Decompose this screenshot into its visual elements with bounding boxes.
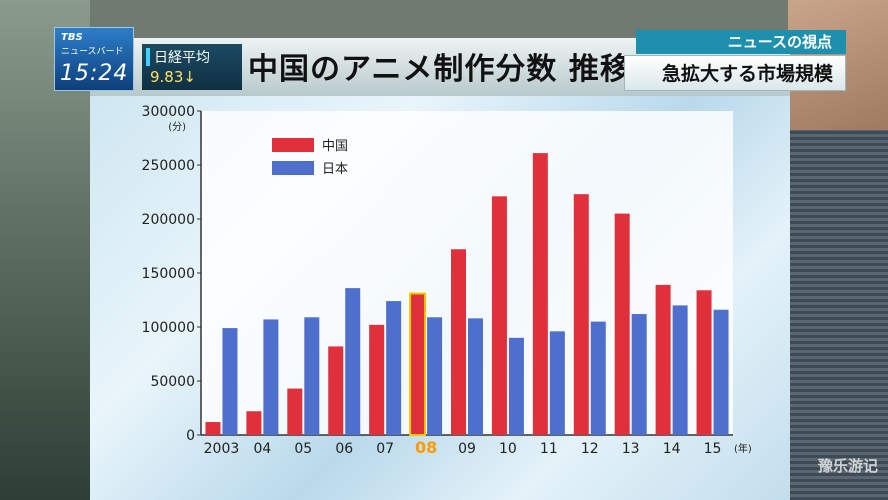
bar-japan-13 [631, 314, 647, 435]
chart-panel: 0 50000 100000 150000 200000 250000 300000 (分) 2… [90, 96, 790, 500]
news-headline: 急拡大する市場規模 [624, 55, 846, 91]
bar-japan-14 [672, 305, 688, 435]
bar-china-08 [409, 292, 427, 436]
y-tick-label: 300000 [142, 104, 195, 120]
bar-japan-10 [508, 337, 524, 435]
bar-china-15 [696, 290, 712, 435]
bar-china-10 [491, 196, 507, 435]
bar-china-11 [532, 153, 548, 435]
x-tick-label: 06 [335, 441, 353, 457]
y-tick-label: 0 [186, 428, 195, 444]
ticker-label: 日経平均 [154, 50, 210, 66]
ticker-box: 日経平均 9.83↓ [142, 44, 242, 90]
bar-japan-04 [263, 319, 279, 435]
bar-china-04 [246, 411, 262, 435]
y-tick-label: 150000 [142, 266, 195, 282]
x-tick-label: 07 [376, 441, 394, 457]
y-tick-label: 250000 [142, 158, 195, 174]
bar-china-05 [287, 388, 303, 435]
x-tick-label: 10 [499, 441, 517, 457]
x-tick-label: 05 [294, 441, 312, 457]
y-tick-label: 100000 [142, 320, 195, 336]
brand-label: TBS [61, 32, 83, 43]
x-tick-label: 12 [581, 441, 599, 457]
watermark: 豫乐游记 [817, 457, 878, 475]
bar-chart: 0 50000 100000 150000 200000 250000 300000(分) 2… [142, 104, 752, 457]
y-axis-label: (分) [168, 121, 186, 133]
bar-japan-07 [386, 301, 402, 435]
legend-label: 中国 [322, 139, 348, 154]
bar-japan-09 [468, 318, 483, 435]
x-tick-label: 2003 [204, 441, 240, 457]
y-tick-label: 50000 [150, 374, 195, 390]
channel-logo-clock: TBS ニュースバード 15:24 [54, 27, 134, 91]
bar-japan-05 [304, 317, 320, 435]
clock-label: 15:24 [60, 61, 129, 86]
bar-japan-11 [549, 331, 565, 435]
legend-swatch [272, 161, 314, 175]
ticker-value: 9.83↓ [150, 68, 196, 86]
bar-china-14 [655, 284, 671, 435]
bar-japan-06 [345, 288, 361, 435]
x-tick-label: 15 [704, 441, 722, 457]
bar-china-09 [451, 249, 466, 435]
bar-china-13 [614, 213, 630, 435]
bar-china-07 [369, 324, 385, 435]
x-tick-label: 04 [253, 441, 271, 457]
plot-area [201, 111, 733, 435]
legend-label: 日本 [322, 162, 348, 177]
bar-japan-2003 [222, 328, 238, 435]
ticker-accent [146, 48, 150, 66]
program-label: ニュースバード [61, 47, 124, 57]
news-tag: ニュースの視点 [636, 30, 846, 54]
bar-japan-15 [713, 309, 729, 435]
bar-japan-08 [427, 317, 443, 435]
bar-china-12 [573, 194, 589, 435]
bar-china-06 [328, 346, 344, 435]
x-tick-label: 11 [540, 441, 558, 457]
x-tick-label: 13 [622, 441, 640, 457]
x-tick-label: 14 [663, 441, 681, 457]
bar-japan-12 [590, 321, 606, 435]
y-tick-label: 200000 [142, 212, 195, 228]
legend-swatch [272, 138, 314, 152]
x-tick-label: 08 [415, 438, 437, 457]
bar-china-2003 [205, 422, 221, 435]
chart-title: 中国のアニメ制作分数 推移 [248, 52, 631, 87]
x-axis-label: (年) [734, 442, 752, 455]
x-tick-label: 09 [458, 441, 476, 457]
